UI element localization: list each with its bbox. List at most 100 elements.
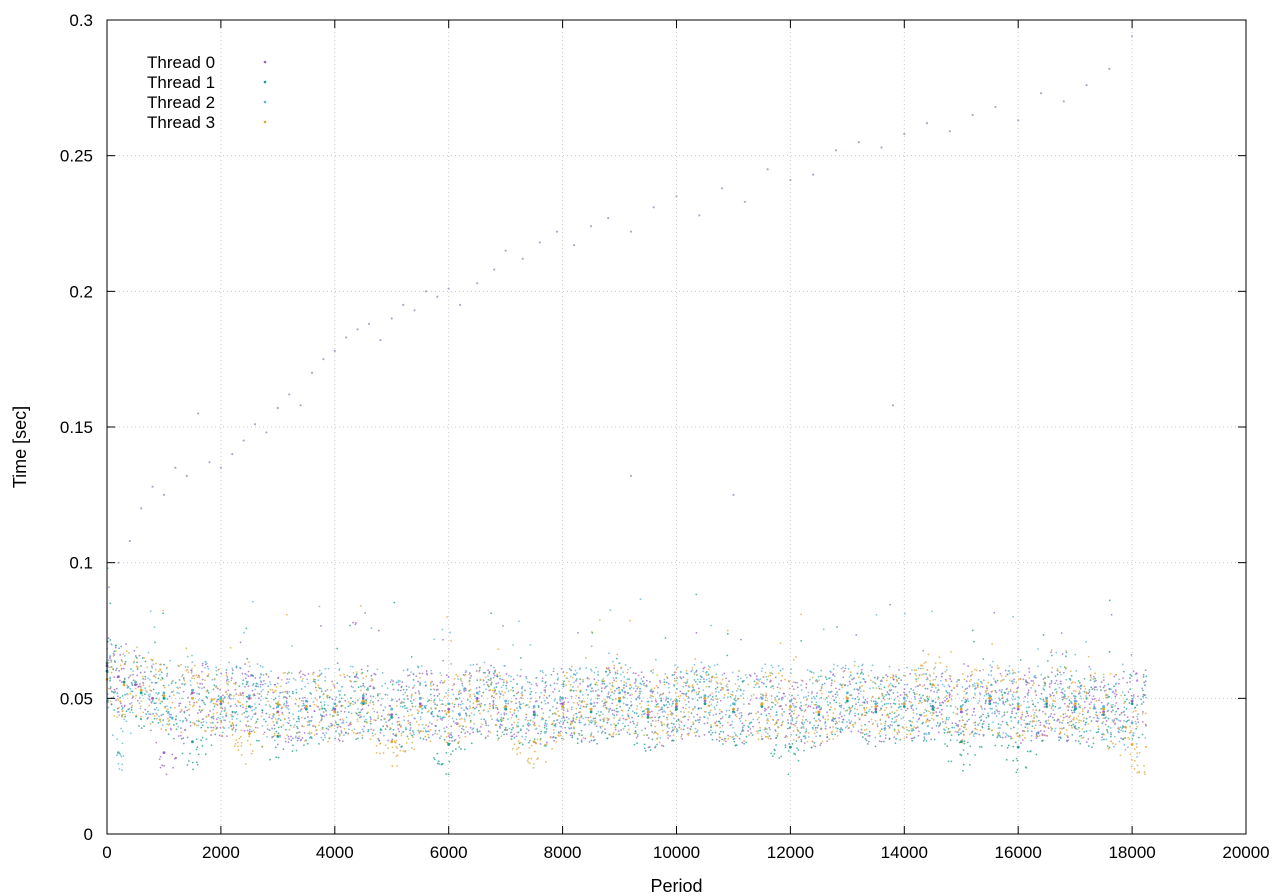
- data-point: [292, 744, 294, 747]
- data-point: [645, 679, 648, 682]
- data-point: [933, 706, 936, 709]
- data-point: [112, 691, 114, 693]
- data-point: [986, 687, 989, 690]
- data-point: [136, 661, 138, 664]
- data-point: [411, 705, 414, 708]
- data-point: [324, 675, 327, 678]
- data-point: [510, 675, 513, 678]
- data-point: [436, 762, 439, 765]
- data-point: [908, 700, 911, 703]
- data-point: [521, 685, 524, 688]
- data-point: [580, 729, 583, 732]
- data-point: [510, 735, 513, 738]
- data-point: [1143, 681, 1146, 684]
- data-point: [110, 643, 113, 646]
- data-point: [791, 719, 794, 722]
- data-point: [892, 673, 894, 676]
- data-point: [992, 734, 994, 736]
- data-point: [818, 734, 821, 737]
- outlier-point: [607, 216, 610, 220]
- data-point: [1138, 751, 1141, 754]
- data-point: [150, 665, 153, 668]
- data-point: [864, 681, 867, 684]
- data-point: [680, 721, 683, 724]
- data-point: [1105, 720, 1108, 722]
- data-point: [988, 696, 992, 700]
- data-point: [880, 679, 883, 681]
- data-point: [923, 738, 926, 740]
- data-point: [284, 740, 287, 743]
- data-point: [347, 705, 350, 708]
- data-point: [1019, 658, 1022, 661]
- data-point: [575, 678, 578, 680]
- data-point: [931, 704, 934, 707]
- data-point: [1130, 721, 1134, 725]
- data-point: [558, 721, 561, 724]
- data-point: [768, 726, 771, 729]
- data-point: [234, 681, 237, 684]
- data-point: [184, 682, 187, 685]
- data-point: [1121, 691, 1124, 694]
- data-point: [1142, 695, 1144, 698]
- data-point: [956, 683, 958, 686]
- outlier-point: [117, 561, 120, 564]
- data-point: [699, 678, 702, 681]
- data-point: [251, 715, 254, 718]
- data-point: [604, 704, 607, 707]
- data-point: [693, 716, 695, 718]
- data-point: [1144, 694, 1146, 697]
- data-point: [565, 684, 568, 687]
- data-point: [203, 686, 206, 689]
- data-point: [107, 706, 110, 709]
- data-point: [842, 676, 845, 679]
- data-point: [201, 670, 203, 673]
- data-point: [553, 688, 556, 691]
- outlier-point: [253, 423, 257, 426]
- data-point: [515, 702, 517, 705]
- data-point: [1021, 713, 1024, 716]
- data-point: [1099, 685, 1102, 688]
- data-point: [857, 701, 860, 704]
- data-point: [885, 679, 888, 682]
- outlier-point: [789, 178, 792, 182]
- data-point: [719, 699, 722, 702]
- data-point: [914, 672, 917, 675]
- data-point: [800, 740, 803, 743]
- data-point: [600, 711, 602, 713]
- data-point: [171, 717, 174, 720]
- outlier-point: [276, 406, 279, 410]
- data-point: [421, 672, 424, 675]
- data-point: [326, 696, 329, 699]
- data-point: [212, 715, 215, 718]
- data-point: [1016, 759, 1019, 762]
- data-point: [807, 735, 810, 738]
- data-point: [219, 699, 223, 703]
- data-point: [660, 744, 663, 747]
- data-point: [465, 706, 468, 709]
- data-point: [1130, 674, 1133, 677]
- data-point: [982, 722, 985, 725]
- data-point: [262, 683, 264, 686]
- data-point: [360, 672, 363, 675]
- data-point: [1027, 723, 1030, 726]
- data-point: [235, 666, 238, 669]
- data-point: [488, 670, 491, 673]
- data-point: [265, 704, 267, 706]
- data-point: [795, 720, 798, 723]
- data-point: [556, 682, 558, 685]
- data-point: [792, 697, 795, 700]
- data-point: [712, 698, 714, 701]
- data-point: [921, 664, 924, 667]
- outlier-point: [367, 322, 371, 325]
- data-point: [472, 727, 475, 730]
- data-point: [800, 684, 802, 686]
- data-point: [565, 716, 568, 719]
- data-point: [724, 737, 726, 740]
- data-point: [453, 703, 456, 706]
- data-point: [980, 680, 982, 683]
- data-point: [198, 693, 201, 696]
- data-point: [967, 700, 970, 703]
- data-point: [526, 681, 529, 683]
- data-point: [716, 663, 719, 666]
- data-point: [1000, 691, 1003, 693]
